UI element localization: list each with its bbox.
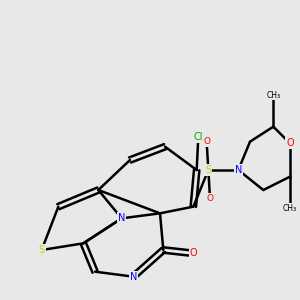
Text: N: N	[235, 165, 242, 175]
Text: CH₃: CH₃	[283, 204, 297, 213]
Text: CH₃: CH₃	[266, 91, 280, 100]
Text: O: O	[203, 137, 210, 146]
Text: N: N	[118, 213, 125, 223]
Text: Cl: Cl	[194, 132, 203, 142]
Text: N: N	[130, 272, 137, 282]
Text: O: O	[206, 194, 214, 203]
Text: S: S	[39, 245, 45, 255]
Text: S: S	[205, 165, 212, 175]
Text: O: O	[286, 138, 294, 148]
Text: O: O	[190, 248, 197, 258]
